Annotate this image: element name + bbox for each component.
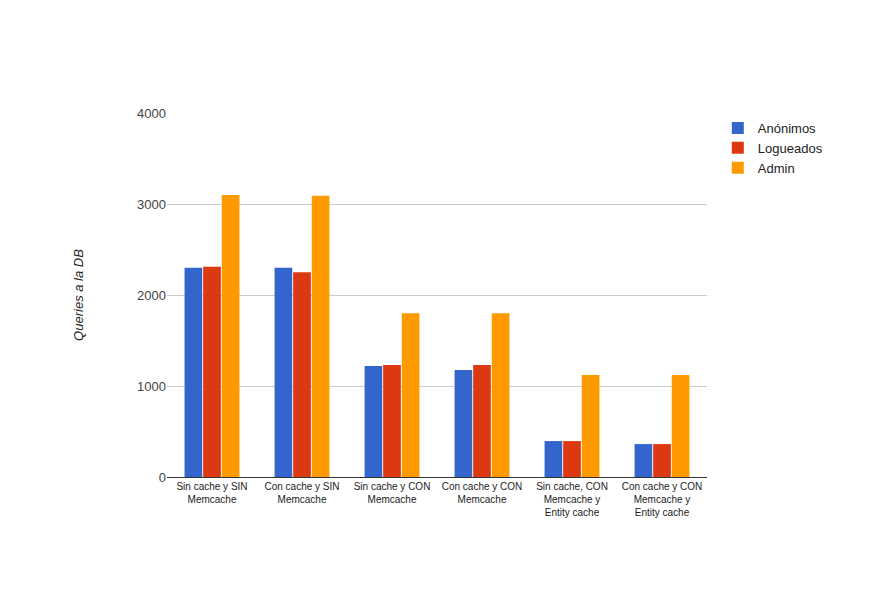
svg-text:1000: 1000 bbox=[137, 379, 166, 394]
svg-text:Anónimos: Anónimos bbox=[758, 121, 816, 136]
svg-text:Queries a la DB: Queries a la DB bbox=[71, 249, 86, 341]
svg-text:Con cache y CONMemcache yEntit: Con cache y CONMemcache yEntity cache bbox=[622, 481, 703, 518]
svg-text:Logueados: Logueados bbox=[758, 141, 823, 156]
svg-text:3000: 3000 bbox=[137, 197, 166, 212]
svg-text:Sin cache, CONMemcache yEntity: Sin cache, CONMemcache yEntity cache bbox=[536, 481, 608, 518]
svg-text:Con cache y SINMemcache: Con cache y SINMemcache bbox=[264, 481, 339, 505]
svg-text:2000: 2000 bbox=[137, 288, 166, 303]
svg-text:4000: 4000 bbox=[137, 106, 166, 121]
svg-text:0: 0 bbox=[159, 470, 166, 485]
svg-text:Sin cache y SINMemcache: Sin cache y SINMemcache bbox=[176, 481, 247, 505]
svg-text:Admin: Admin bbox=[758, 161, 795, 176]
svg-text:Con cache y CONMemcache: Con cache y CONMemcache bbox=[442, 481, 523, 505]
svg-text:Sin cache y CONMemcache: Sin cache y CONMemcache bbox=[354, 481, 431, 505]
